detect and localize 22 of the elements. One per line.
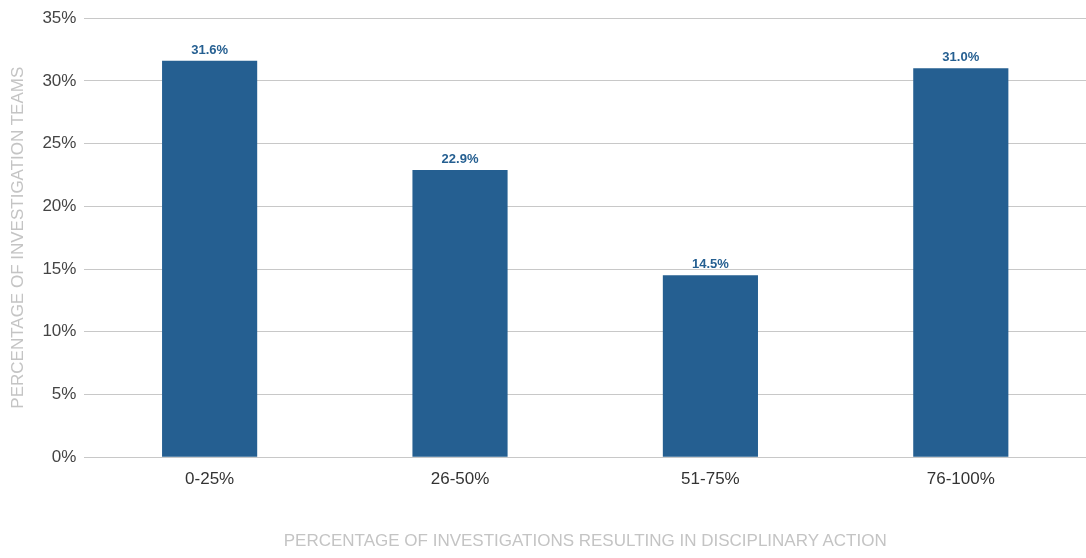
y-axis-title: PERCENTAGE OF INVESTIGATION TEAMS [7, 66, 27, 409]
y-tick-label: 20% [42, 196, 77, 216]
x-tick-label: 26-50% [430, 469, 490, 489]
y-tick-label: 5% [51, 384, 77, 404]
y-tick-label: 10% [42, 321, 77, 341]
bar [662, 275, 758, 457]
data-label: 31.6% [191, 41, 229, 57]
y-tick-label: 35% [42, 7, 77, 27]
y-tick-label: 0% [51, 446, 77, 466]
y-tick-label: 25% [42, 133, 77, 153]
bar [412, 169, 508, 457]
x-tick-label: 51-75% [681, 469, 740, 489]
bar [913, 68, 1009, 457]
x-tick-label: 76-100% [926, 469, 995, 489]
data-label: 31.0% [942, 49, 980, 65]
x-tick-label: 0-25% [185, 469, 235, 489]
x-axis-title: PERCENTAGE OF INVESTIGATIONS RESULTING IN DISCIPLINARY ACTION [283, 531, 887, 551]
data-label: 14.5% [691, 256, 730, 272]
data-label: 22.9% [441, 151, 479, 167]
y-tick-label: 30% [42, 70, 77, 90]
bar [162, 60, 258, 457]
y-tick-label: 15% [42, 258, 77, 278]
